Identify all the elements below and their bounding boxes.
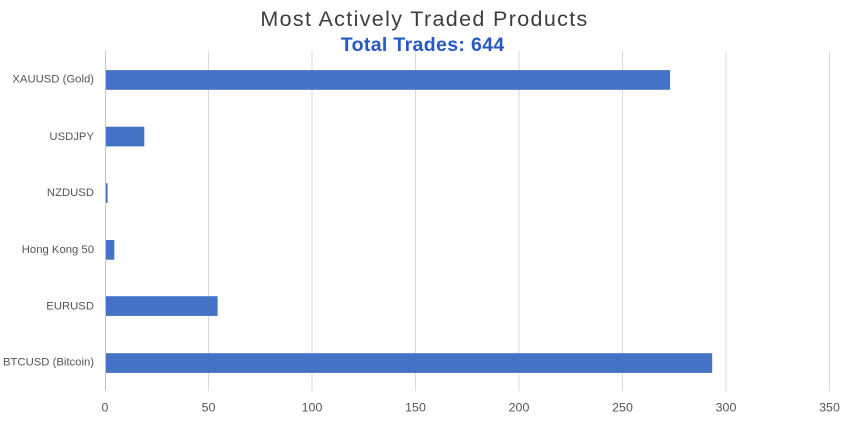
svg-text:Hong Kong 50: Hong Kong 50	[22, 244, 94, 256]
svg-text:XAUUSD (Gold): XAUUSD (Gold)	[12, 74, 94, 86]
svg-text:250: 250	[612, 401, 633, 415]
svg-text:150: 150	[405, 401, 426, 415]
svg-text:50: 50	[202, 401, 216, 415]
svg-text:100: 100	[302, 401, 323, 415]
svg-text:0: 0	[102, 401, 109, 415]
svg-text:350: 350	[819, 401, 840, 415]
svg-text:EURUSD: EURUSD	[46, 300, 94, 312]
svg-text:BTCUSD (Bitcoin): BTCUSD (Bitcoin)	[3, 356, 94, 368]
svg-text:Most Actively Traded Products: Most Actively Traded Products	[260, 7, 588, 31]
svg-text:200: 200	[509, 401, 530, 415]
svg-text:NZDUSD: NZDUSD	[47, 187, 94, 199]
svg-text:300: 300	[716, 401, 737, 415]
svg-text:USDJPY: USDJPY	[49, 131, 94, 143]
svg-text:Total Trades: 644: Total Trades: 644	[341, 34, 505, 56]
